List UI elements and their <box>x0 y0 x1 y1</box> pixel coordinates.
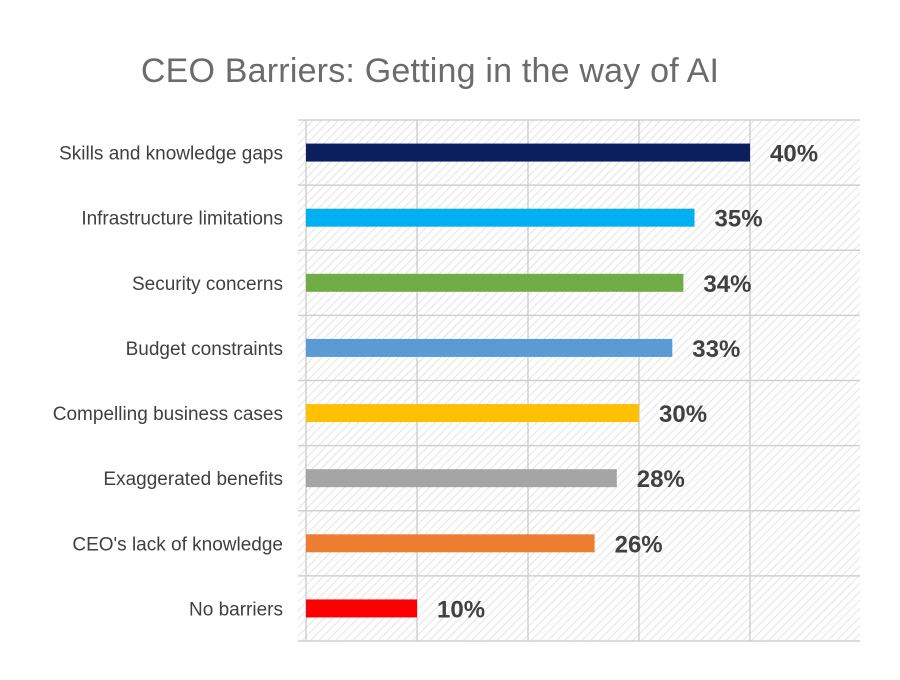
category-labels: Skills and knowledge gaps Infrastructure … <box>53 144 283 621</box>
category-label: Compelling business cases <box>53 404 283 425</box>
bar <box>306 208 695 227</box>
value-label: 10% <box>437 596 485 623</box>
category-label: CEO's lack of knowledge <box>72 534 283 555</box>
value-label: 28% <box>637 466 685 493</box>
category-label: No barriers <box>189 599 283 620</box>
bar <box>306 469 617 488</box>
category-label: Exaggerated benefits <box>103 469 283 490</box>
category-label: Budget constraints <box>126 339 283 360</box>
value-label: 34% <box>703 271 751 298</box>
value-labels: 40% 35% 34% 33% 30% 28% 26% 10% <box>437 141 818 624</box>
category-label: Skills and knowledge gaps <box>59 144 283 165</box>
bar <box>306 338 673 357</box>
gridlines <box>298 119 860 642</box>
category-label: Security concerns <box>132 274 283 295</box>
value-label: 35% <box>715 206 763 233</box>
value-label: 26% <box>615 531 663 558</box>
bar <box>306 143 750 162</box>
chart-title: CEO Barriers: Getting in the way of AI <box>140 52 720 90</box>
value-label: 40% <box>770 141 818 168</box>
bar <box>306 599 417 618</box>
bar <box>306 404 639 423</box>
category-label: Infrastructure limitations <box>81 209 283 230</box>
bar <box>306 534 595 553</box>
bar <box>306 273 684 292</box>
value-label: 30% <box>659 401 707 428</box>
value-label: 33% <box>692 336 740 363</box>
bars <box>306 143 750 618</box>
